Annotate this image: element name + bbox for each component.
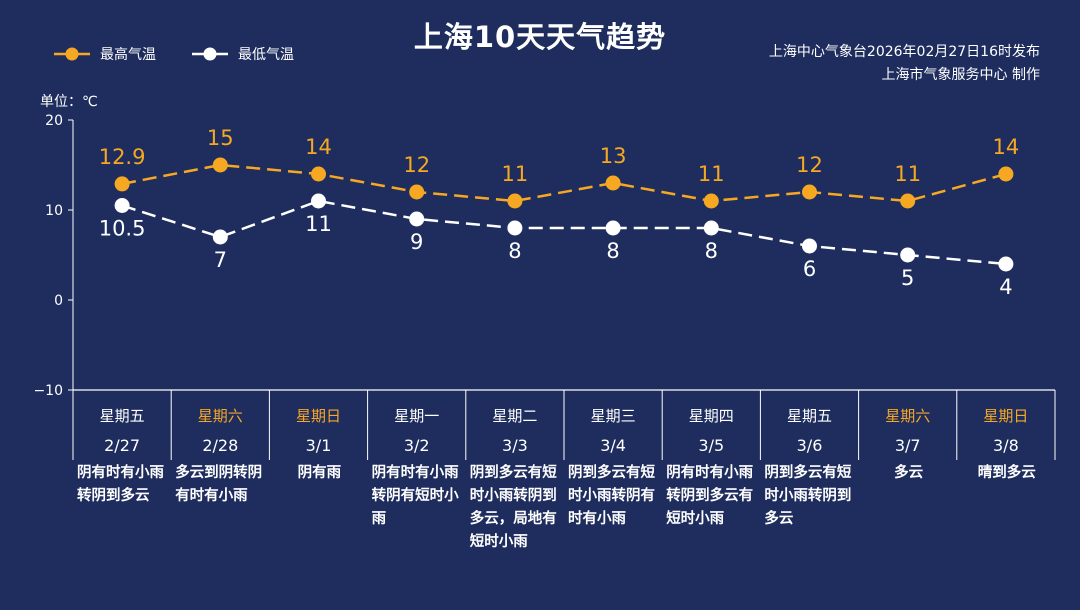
value-label-low: 7	[214, 248, 227, 272]
point-high	[998, 166, 1014, 182]
date-label: 3/2	[404, 436, 430, 455]
weekday-label: 星期二	[492, 407, 537, 425]
value-label-high: 14	[305, 135, 332, 159]
point-high	[703, 193, 719, 209]
date-label: 3/4	[600, 436, 626, 455]
value-label-low: 6	[803, 257, 816, 281]
legend-high: 最高气温	[52, 44, 156, 64]
date-label: 3/8	[993, 436, 1019, 455]
value-label-low: 9	[410, 230, 423, 254]
date-label: 2/28	[202, 436, 238, 455]
legend-high-label: 最高气温	[100, 47, 156, 63]
value-label-high: 12.9	[99, 145, 146, 169]
y-tick-label: −10	[33, 383, 63, 399]
value-label-low: 8	[508, 239, 521, 263]
weather-description: 阴到多云有短时小雨转阴到多云，局地有短时小雨	[469, 465, 557, 550]
point-low	[900, 247, 916, 263]
point-low	[703, 220, 719, 236]
unit-label: 单位：℃	[40, 94, 98, 110]
point-high	[900, 193, 916, 209]
weather-description: 阴到多云有短时小雨转阴到多云	[764, 465, 852, 527]
value-label-low: 8	[705, 239, 718, 263]
y-tick-label: 0	[54, 293, 63, 309]
chart-title: 上海10天天气趋势	[413, 20, 667, 54]
series-line-high	[121, 163, 1007, 203]
point-high	[802, 184, 817, 200]
weekday-label: 星期五	[100, 407, 145, 425]
point-low	[507, 220, 523, 236]
value-label-high: 13	[600, 144, 627, 168]
date-label: 3/1	[306, 436, 332, 455]
value-label-high: 14	[993, 135, 1020, 159]
source-line-1: 上海中心气象台2026年02月27日16时发布	[768, 44, 1040, 60]
value-label-high: 12	[796, 153, 823, 177]
point-low	[802, 238, 817, 254]
value-label-high: 15	[207, 126, 234, 150]
value-label-high: 11	[894, 162, 921, 186]
point-low	[212, 229, 228, 245]
y-tick-label: 20	[45, 113, 63, 129]
weather-description: 晴到多云	[977, 465, 1036, 481]
date-label: 3/6	[797, 436, 823, 455]
weekday-label: 星期日	[296, 407, 341, 425]
weekday-label: 星期四	[689, 407, 734, 425]
value-label-low: 8	[606, 239, 619, 263]
date-label: 2/27	[104, 436, 140, 455]
date-label: 3/3	[502, 436, 528, 455]
value-label-low: 11	[305, 212, 332, 236]
weather-description: 阴有时有小雨转阴有短时小雨	[371, 465, 459, 527]
weekday-label: 星期六	[885, 407, 930, 425]
weather-description: 阴到多云有短时小雨转阴有时有小雨	[568, 465, 655, 527]
weather-description: 阴有时有小雨转阴到多云有短时小雨	[666, 465, 754, 527]
y-tick-label: 10	[45, 203, 63, 219]
weather-description: 阴有时有小雨转阴到多云	[77, 465, 164, 504]
weather-description: 多云到阴转阴有时有小雨	[175, 465, 263, 504]
weekday-label: 星期五	[787, 407, 832, 425]
point-high	[212, 157, 228, 173]
value-label-low: 10.5	[99, 217, 146, 241]
value-label-low: 5	[901, 266, 914, 290]
value-label-low: 4	[999, 275, 1012, 299]
weekday-label: 星期三	[591, 407, 636, 425]
legend-low: 最低气温	[190, 44, 294, 64]
weekday-label: 星期日	[983, 407, 1028, 425]
point-high	[311, 166, 326, 182]
date-label: 3/7	[895, 436, 921, 455]
source-line-2: 上海市气象服务中心 制作	[881, 67, 1040, 83]
point-low	[998, 256, 1014, 272]
legend-low-label: 最低气温	[238, 47, 294, 63]
weather-description: 多云	[894, 465, 924, 481]
weekday-label: 星期六	[198, 407, 243, 425]
point-low	[409, 211, 425, 227]
legend-low-marker-icon	[192, 47, 228, 61]
weekday-label: 星期一	[394, 407, 439, 425]
value-label-high: 11	[502, 162, 529, 186]
value-label-high: 12	[403, 153, 430, 177]
point-high	[114, 176, 130, 192]
series-line-low	[121, 199, 1007, 266]
weather-description: 阴有雨	[297, 465, 342, 481]
point-high	[409, 184, 425, 200]
point-low	[311, 193, 326, 209]
point-high	[605, 175, 621, 191]
value-label-high: 11	[698, 162, 725, 186]
legend-high-marker-icon	[54, 47, 90, 61]
point-high	[507, 193, 523, 209]
point-low	[114, 198, 130, 213]
point-low	[605, 220, 621, 236]
date-label: 3/5	[698, 436, 724, 455]
